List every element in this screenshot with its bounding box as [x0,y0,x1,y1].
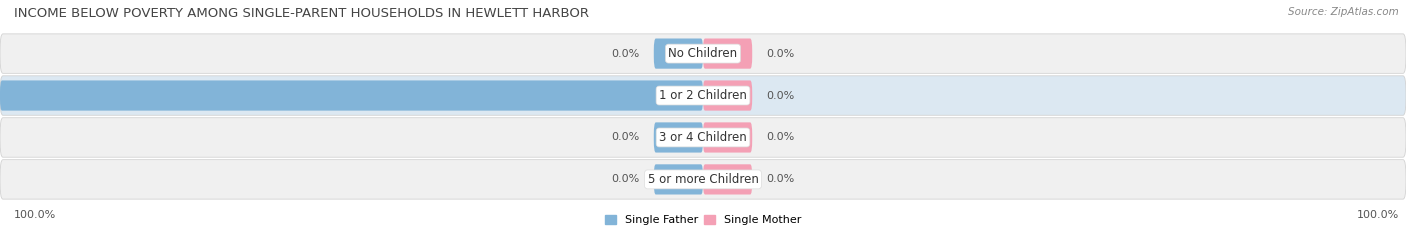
Text: 0.0%: 0.0% [612,133,640,142]
Legend: Single Father, Single Mother: Single Father, Single Mother [605,215,801,225]
FancyBboxPatch shape [703,80,752,111]
Text: No Children: No Children [668,47,738,60]
FancyBboxPatch shape [0,160,1406,199]
Text: 5 or more Children: 5 or more Children [648,173,758,186]
FancyBboxPatch shape [0,80,703,111]
FancyBboxPatch shape [654,122,703,153]
Text: 0.0%: 0.0% [766,91,794,100]
Text: 1 or 2 Children: 1 or 2 Children [659,89,747,102]
Text: 100.0%: 100.0% [14,210,56,220]
Text: INCOME BELOW POVERTY AMONG SINGLE-PARENT HOUSEHOLDS IN HEWLETT HARBOR: INCOME BELOW POVERTY AMONG SINGLE-PARENT… [14,7,589,20]
FancyBboxPatch shape [703,164,752,195]
FancyBboxPatch shape [0,118,1406,157]
Text: 100.0%: 100.0% [1357,210,1399,220]
FancyBboxPatch shape [0,34,1406,73]
FancyBboxPatch shape [703,38,752,69]
Text: 0.0%: 0.0% [766,175,794,184]
FancyBboxPatch shape [703,122,752,153]
Text: 3 or 4 Children: 3 or 4 Children [659,131,747,144]
Text: 0.0%: 0.0% [612,49,640,58]
FancyBboxPatch shape [0,76,1406,115]
Text: Source: ZipAtlas.com: Source: ZipAtlas.com [1288,7,1399,17]
Text: 0.0%: 0.0% [766,49,794,58]
Text: 0.0%: 0.0% [766,133,794,142]
FancyBboxPatch shape [654,38,703,69]
FancyBboxPatch shape [654,164,703,195]
Text: 0.0%: 0.0% [612,175,640,184]
